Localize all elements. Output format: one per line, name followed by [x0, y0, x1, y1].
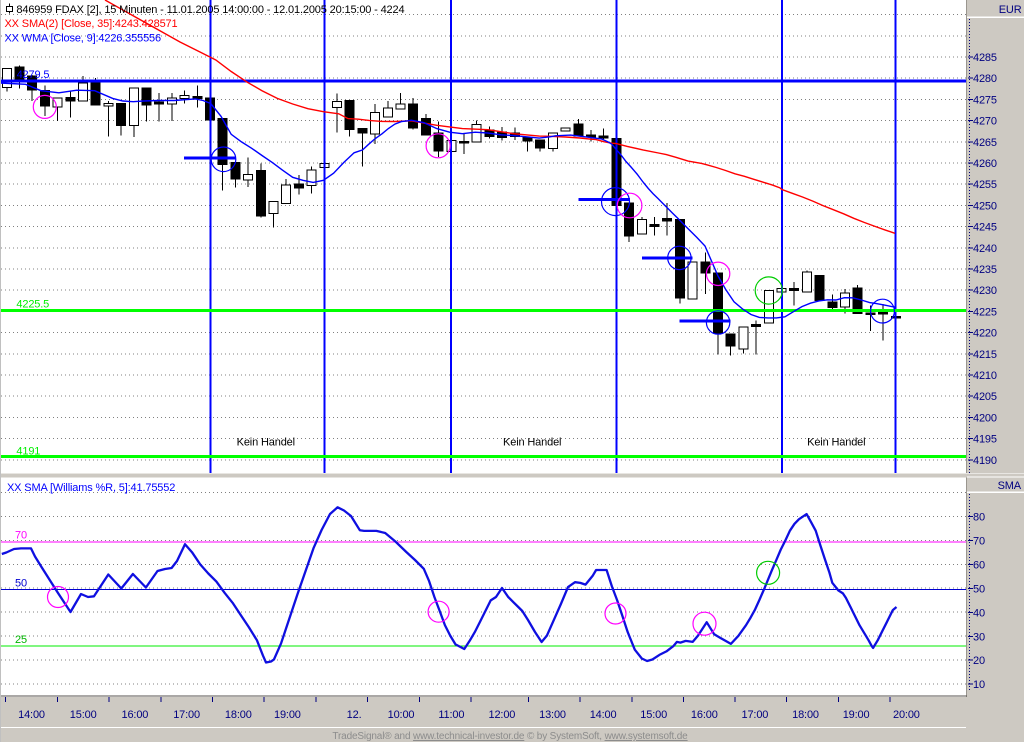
svg-text:12.: 12.: [347, 709, 362, 721]
svg-text:14:00: 14:00: [18, 709, 45, 721]
svg-text:4215: 4215: [973, 349, 997, 361]
svg-text:4279.5: 4279.5: [17, 69, 50, 81]
svg-text:4235: 4235: [973, 264, 997, 276]
svg-text:10:00: 10:00: [388, 709, 415, 721]
svg-text:40: 40: [973, 607, 985, 619]
svg-text:Kein Handel: Kein Handel: [237, 437, 295, 449]
svg-text:12:00: 12:00: [489, 709, 516, 721]
svg-text:80: 80: [973, 511, 985, 523]
svg-text:10: 10: [973, 679, 985, 691]
svg-text:14:00: 14:00: [590, 709, 617, 721]
svg-text:Kein Handel: Kein Handel: [807, 437, 865, 449]
svg-text:4275: 4275: [973, 94, 997, 106]
svg-text:19:00: 19:00: [274, 709, 301, 721]
svg-text:4240: 4240: [973, 243, 997, 255]
svg-text:4210: 4210: [973, 370, 997, 382]
svg-text:20: 20: [973, 655, 985, 667]
svg-text:18:00: 18:00: [225, 709, 252, 721]
svg-text:4205: 4205: [973, 391, 997, 403]
svg-text:4191: 4191: [16, 446, 40, 458]
svg-text:4250: 4250: [973, 200, 997, 212]
svg-text:15:00: 15:00: [70, 709, 97, 721]
svg-text:4230: 4230: [973, 285, 997, 297]
svg-text:50: 50: [973, 583, 985, 595]
svg-text:50: 50: [15, 578, 27, 590]
svg-text:17:00: 17:00: [742, 709, 769, 721]
svg-text:4225: 4225: [973, 306, 997, 318]
svg-text:4220: 4220: [973, 328, 997, 340]
svg-text:19:00: 19:00: [843, 709, 870, 721]
svg-text:XX WMA [Close, 9]:4226.355556: XX WMA [Close, 9]:4226.355556: [5, 33, 161, 45]
svg-text:EUR: EUR: [999, 4, 1022, 16]
svg-text:16:00: 16:00: [691, 709, 718, 721]
svg-text:4225.5: 4225.5: [16, 299, 49, 311]
svg-text:4260: 4260: [973, 158, 997, 170]
svg-text:4190: 4190: [973, 455, 997, 467]
svg-text:XX SMA(2) [Close, 35]:4243.428: XX SMA(2) [Close, 35]:4243.428571: [5, 18, 178, 30]
svg-text:20:00: 20:00: [893, 709, 920, 721]
svg-text:13:00: 13:00: [539, 709, 566, 721]
svg-text:17:00: 17:00: [173, 709, 200, 721]
svg-text:TradeSignal® and www.technical: TradeSignal® and www.technical-investor.…: [332, 731, 688, 742]
svg-text:4270: 4270: [973, 116, 997, 128]
svg-text:4200: 4200: [973, 412, 997, 424]
svg-text:SMA: SMA: [998, 480, 1022, 492]
svg-text:30: 30: [973, 631, 985, 643]
svg-text:70: 70: [973, 535, 985, 547]
svg-text:4285: 4285: [973, 52, 997, 64]
svg-text:60: 60: [973, 559, 985, 571]
svg-text:4280: 4280: [973, 73, 997, 85]
svg-text:15:00: 15:00: [640, 709, 667, 721]
svg-text:4255: 4255: [973, 179, 997, 191]
svg-text:70: 70: [15, 530, 27, 542]
svg-text:25: 25: [15, 634, 27, 646]
svg-text:11:00: 11:00: [438, 709, 464, 721]
svg-text:4265: 4265: [973, 137, 997, 149]
svg-text:4195: 4195: [973, 434, 997, 446]
svg-text:16:00: 16:00: [122, 709, 149, 721]
svg-text:846959 FDAX [2], 15 Minuten -: 846959 FDAX [2], 15 Minuten - 11.01.2005…: [16, 4, 404, 16]
svg-text:Kein Handel: Kein Handel: [503, 437, 561, 449]
svg-text:18:00: 18:00: [792, 709, 819, 721]
svg-text:XX SMA [Williams %R, 5]:41.755: XX SMA [Williams %R, 5]:41.75552: [7, 482, 175, 494]
svg-text:4245: 4245: [973, 222, 997, 234]
